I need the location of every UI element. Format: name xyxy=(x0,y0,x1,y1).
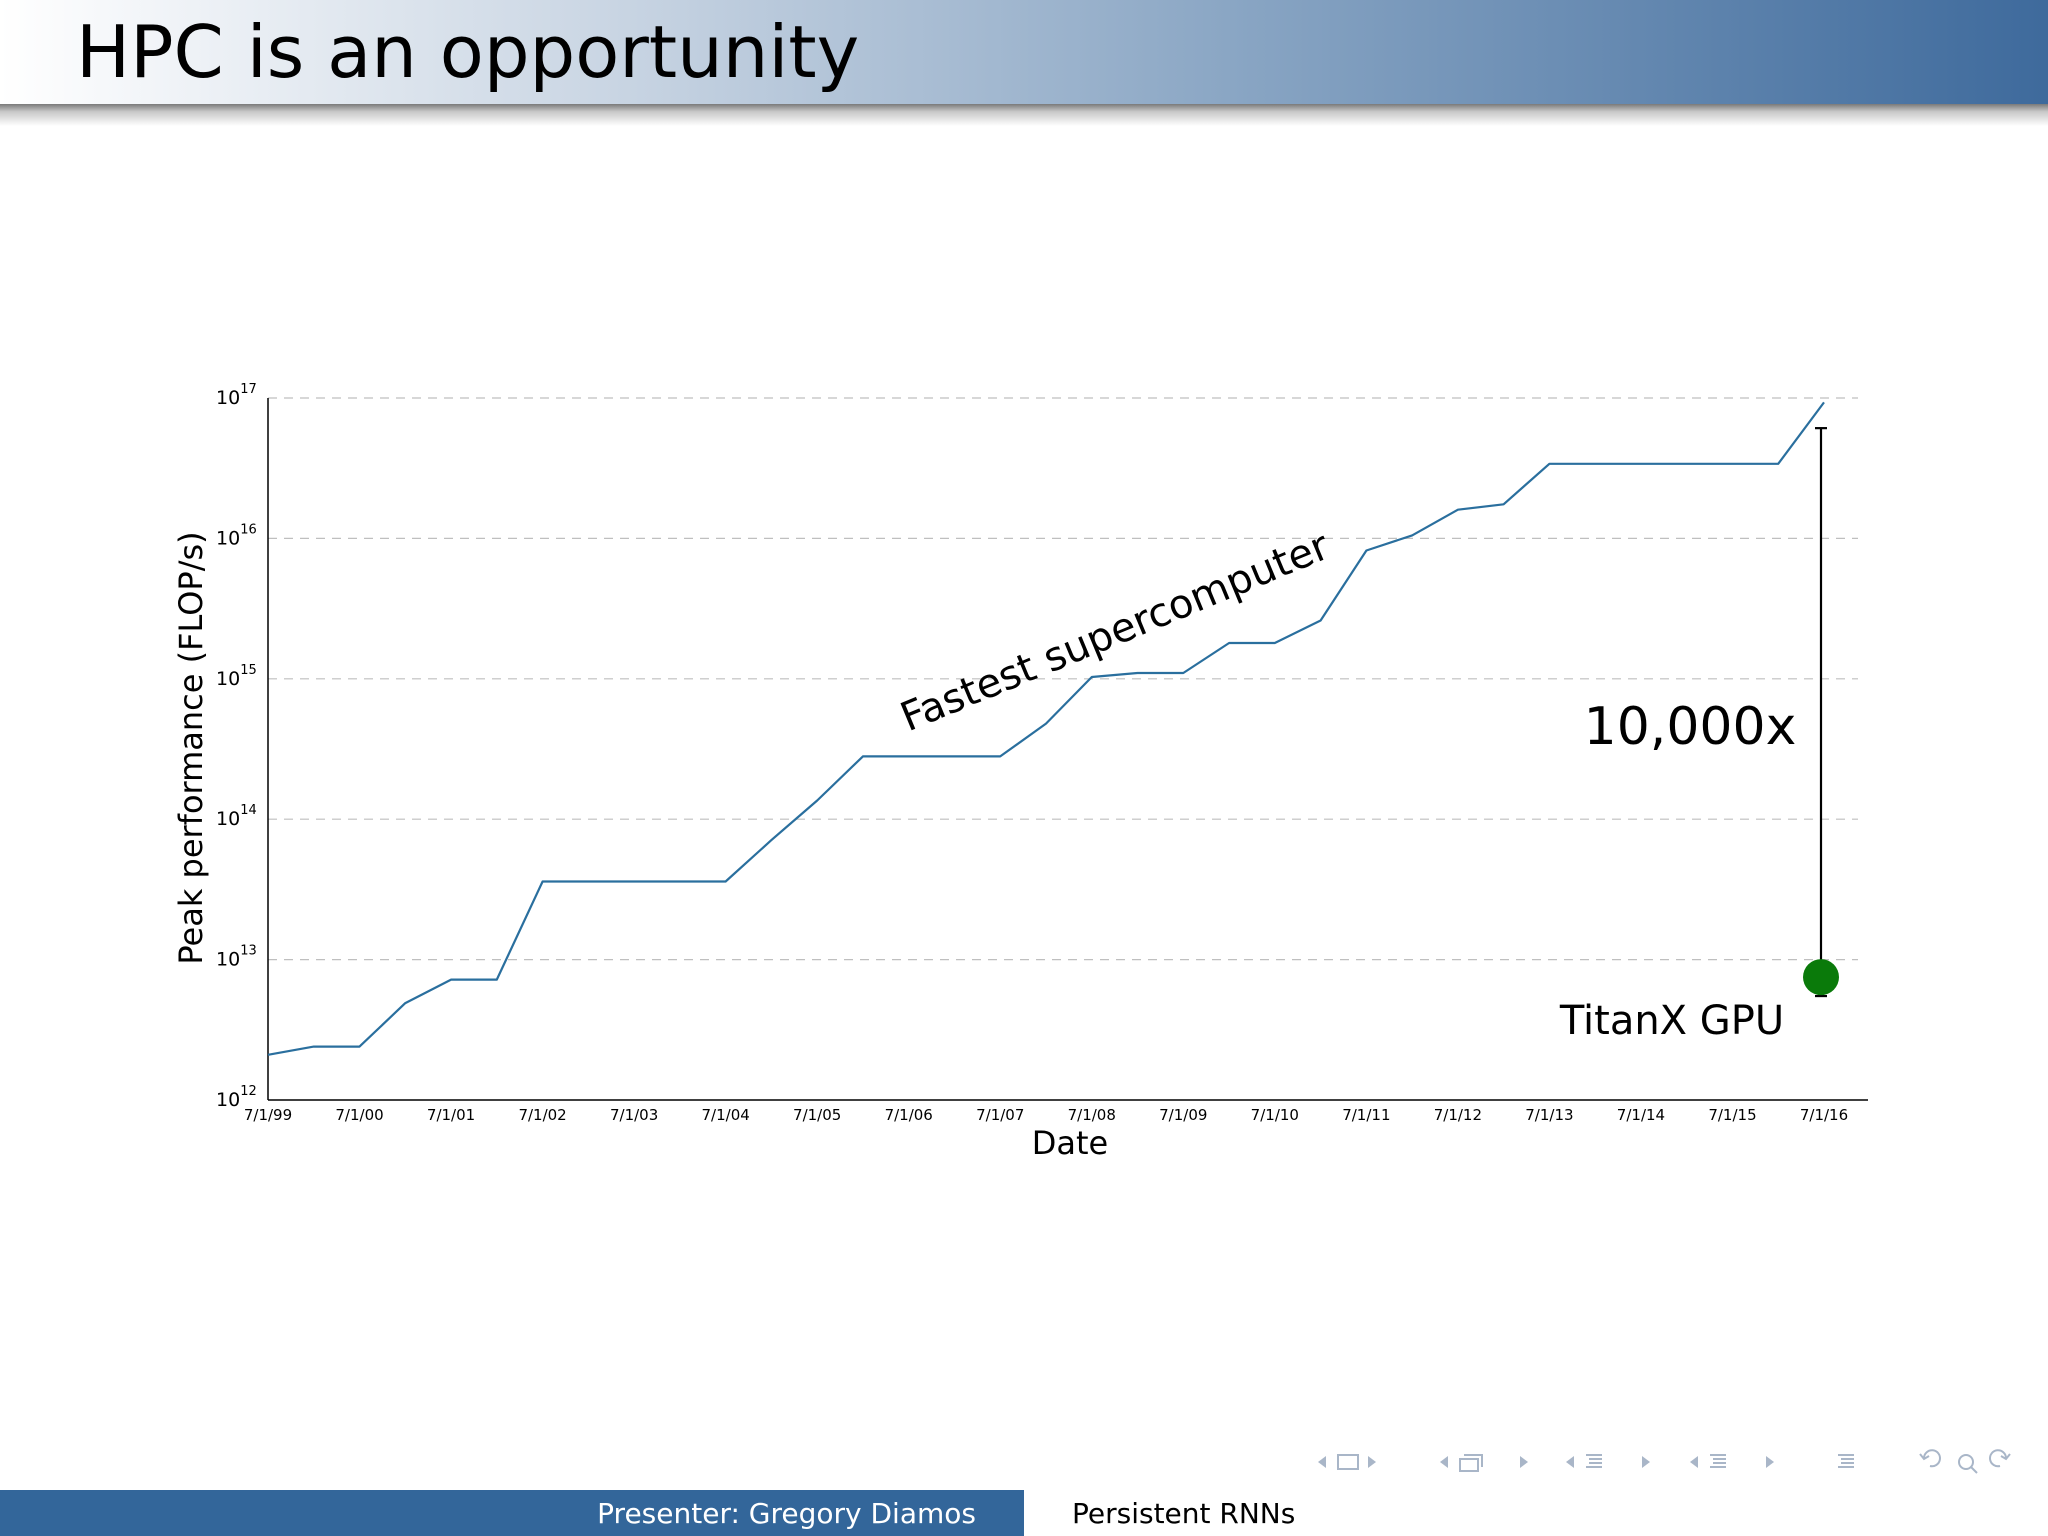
x-tick-label: 7/1/15 xyxy=(1708,1106,1756,1124)
x-tick-label: 7/1/13 xyxy=(1525,1106,1573,1124)
x-tick-label: 7/1/05 xyxy=(793,1106,841,1124)
page-next-icon[interactable] xyxy=(1766,1456,1774,1468)
y-axis-label: Peak performance (FLOP/s) xyxy=(172,531,210,964)
x-tick-label: 7/1/01 xyxy=(427,1106,475,1124)
x-tick-label: 7/1/11 xyxy=(1342,1106,1390,1124)
y-tick-label: 1015 xyxy=(216,663,257,690)
footer-presenter: Presenter: Gregory Diamos xyxy=(597,1496,976,1530)
page-icon[interactable] xyxy=(1710,1454,1726,1468)
x-tick-label: 7/1/14 xyxy=(1617,1106,1665,1124)
frame-icon[interactable] xyxy=(1337,1454,1359,1470)
x-tick-label: 7/1/99 xyxy=(244,1106,292,1124)
x-tick-label: 7/1/16 xyxy=(1800,1106,1848,1124)
x-tick-label: 7/1/12 xyxy=(1434,1106,1482,1124)
axes-layer xyxy=(267,398,1868,1101)
footer-title-box: Persistent RNNs xyxy=(1024,1490,2048,1536)
forward-icon[interactable] xyxy=(1989,1449,2011,1468)
gap-annotation-label: 10,000x xyxy=(1584,697,1797,757)
x-tick-label: 7/1/02 xyxy=(518,1106,566,1124)
back-icon[interactable] xyxy=(1919,1449,1941,1468)
title-bar xyxy=(0,0,2048,104)
y-tick-label: 1017 xyxy=(216,382,257,409)
x-tick-labels: 7/1/99 7/1/00 7/1/01 7/1/02 7/1/03 7/1/04 7/1/… xyxy=(244,1106,1848,1124)
page-prev-icon[interactable] xyxy=(1690,1456,1698,1468)
subsection-next-icon[interactable] xyxy=(1520,1456,1528,1468)
series-line-fastest-supercomputer xyxy=(267,401,1825,1056)
section-icon[interactable] xyxy=(1586,1454,1602,1468)
y-tick-label: 1012 xyxy=(216,1084,257,1111)
grid-layer xyxy=(268,397,1858,961)
annotation-layer xyxy=(1803,427,1839,998)
y-tick-label: 1013 xyxy=(216,944,257,971)
slide-title: HPC is an opportunity xyxy=(76,10,860,94)
y-tick-label: 1014 xyxy=(216,803,257,830)
series-layer xyxy=(267,401,1825,1056)
x-tick-label: 7/1/10 xyxy=(1251,1106,1299,1124)
series-annotation-label: Fastest supercomputer xyxy=(894,523,1336,741)
footer-talk-title: Persistent RNNs xyxy=(1072,1496,1296,1530)
section-next-icon[interactable] xyxy=(1642,1456,1650,1468)
x-axis-label: Date xyxy=(1032,1124,1108,1162)
x-tick-label: 7/1/08 xyxy=(1068,1106,1116,1124)
x-tick-label: 7/1/04 xyxy=(702,1106,750,1124)
subsection-icon[interactable] xyxy=(1459,1454,1483,1472)
toc-icon[interactable] xyxy=(1838,1454,1854,1468)
x-tick-label: 7/1/00 xyxy=(335,1106,383,1124)
footer-presenter-box: Presenter: Gregory Diamos xyxy=(0,1490,1024,1536)
section-prev-icon[interactable] xyxy=(1566,1456,1574,1468)
x-tick-label: 7/1/09 xyxy=(1159,1106,1207,1124)
x-tick-label: 7/1/06 xyxy=(885,1106,933,1124)
x-tick-label: 7/1/03 xyxy=(610,1106,658,1124)
beamer-navigation-bar xyxy=(1316,1448,2036,1474)
frame-prev-icon[interactable] xyxy=(1318,1456,1326,1468)
gpu-annotation-label: TitanX GPU xyxy=(1559,998,1784,1044)
x-tick-label: 7/1/07 xyxy=(976,1106,1024,1124)
y-tick-label: 1016 xyxy=(216,522,257,549)
title-shadow xyxy=(0,104,2048,126)
subsection-prev-icon[interactable] xyxy=(1440,1456,1448,1468)
titanx-gpu-point xyxy=(1803,959,1839,996)
search-icon[interactable] xyxy=(1958,1454,1978,1474)
frame-next-icon[interactable] xyxy=(1368,1456,1376,1468)
y-tick-labels: 1012 1013 1014 1015 1016 1017 xyxy=(216,382,257,1111)
nav-icons xyxy=(1318,1449,2011,1474)
